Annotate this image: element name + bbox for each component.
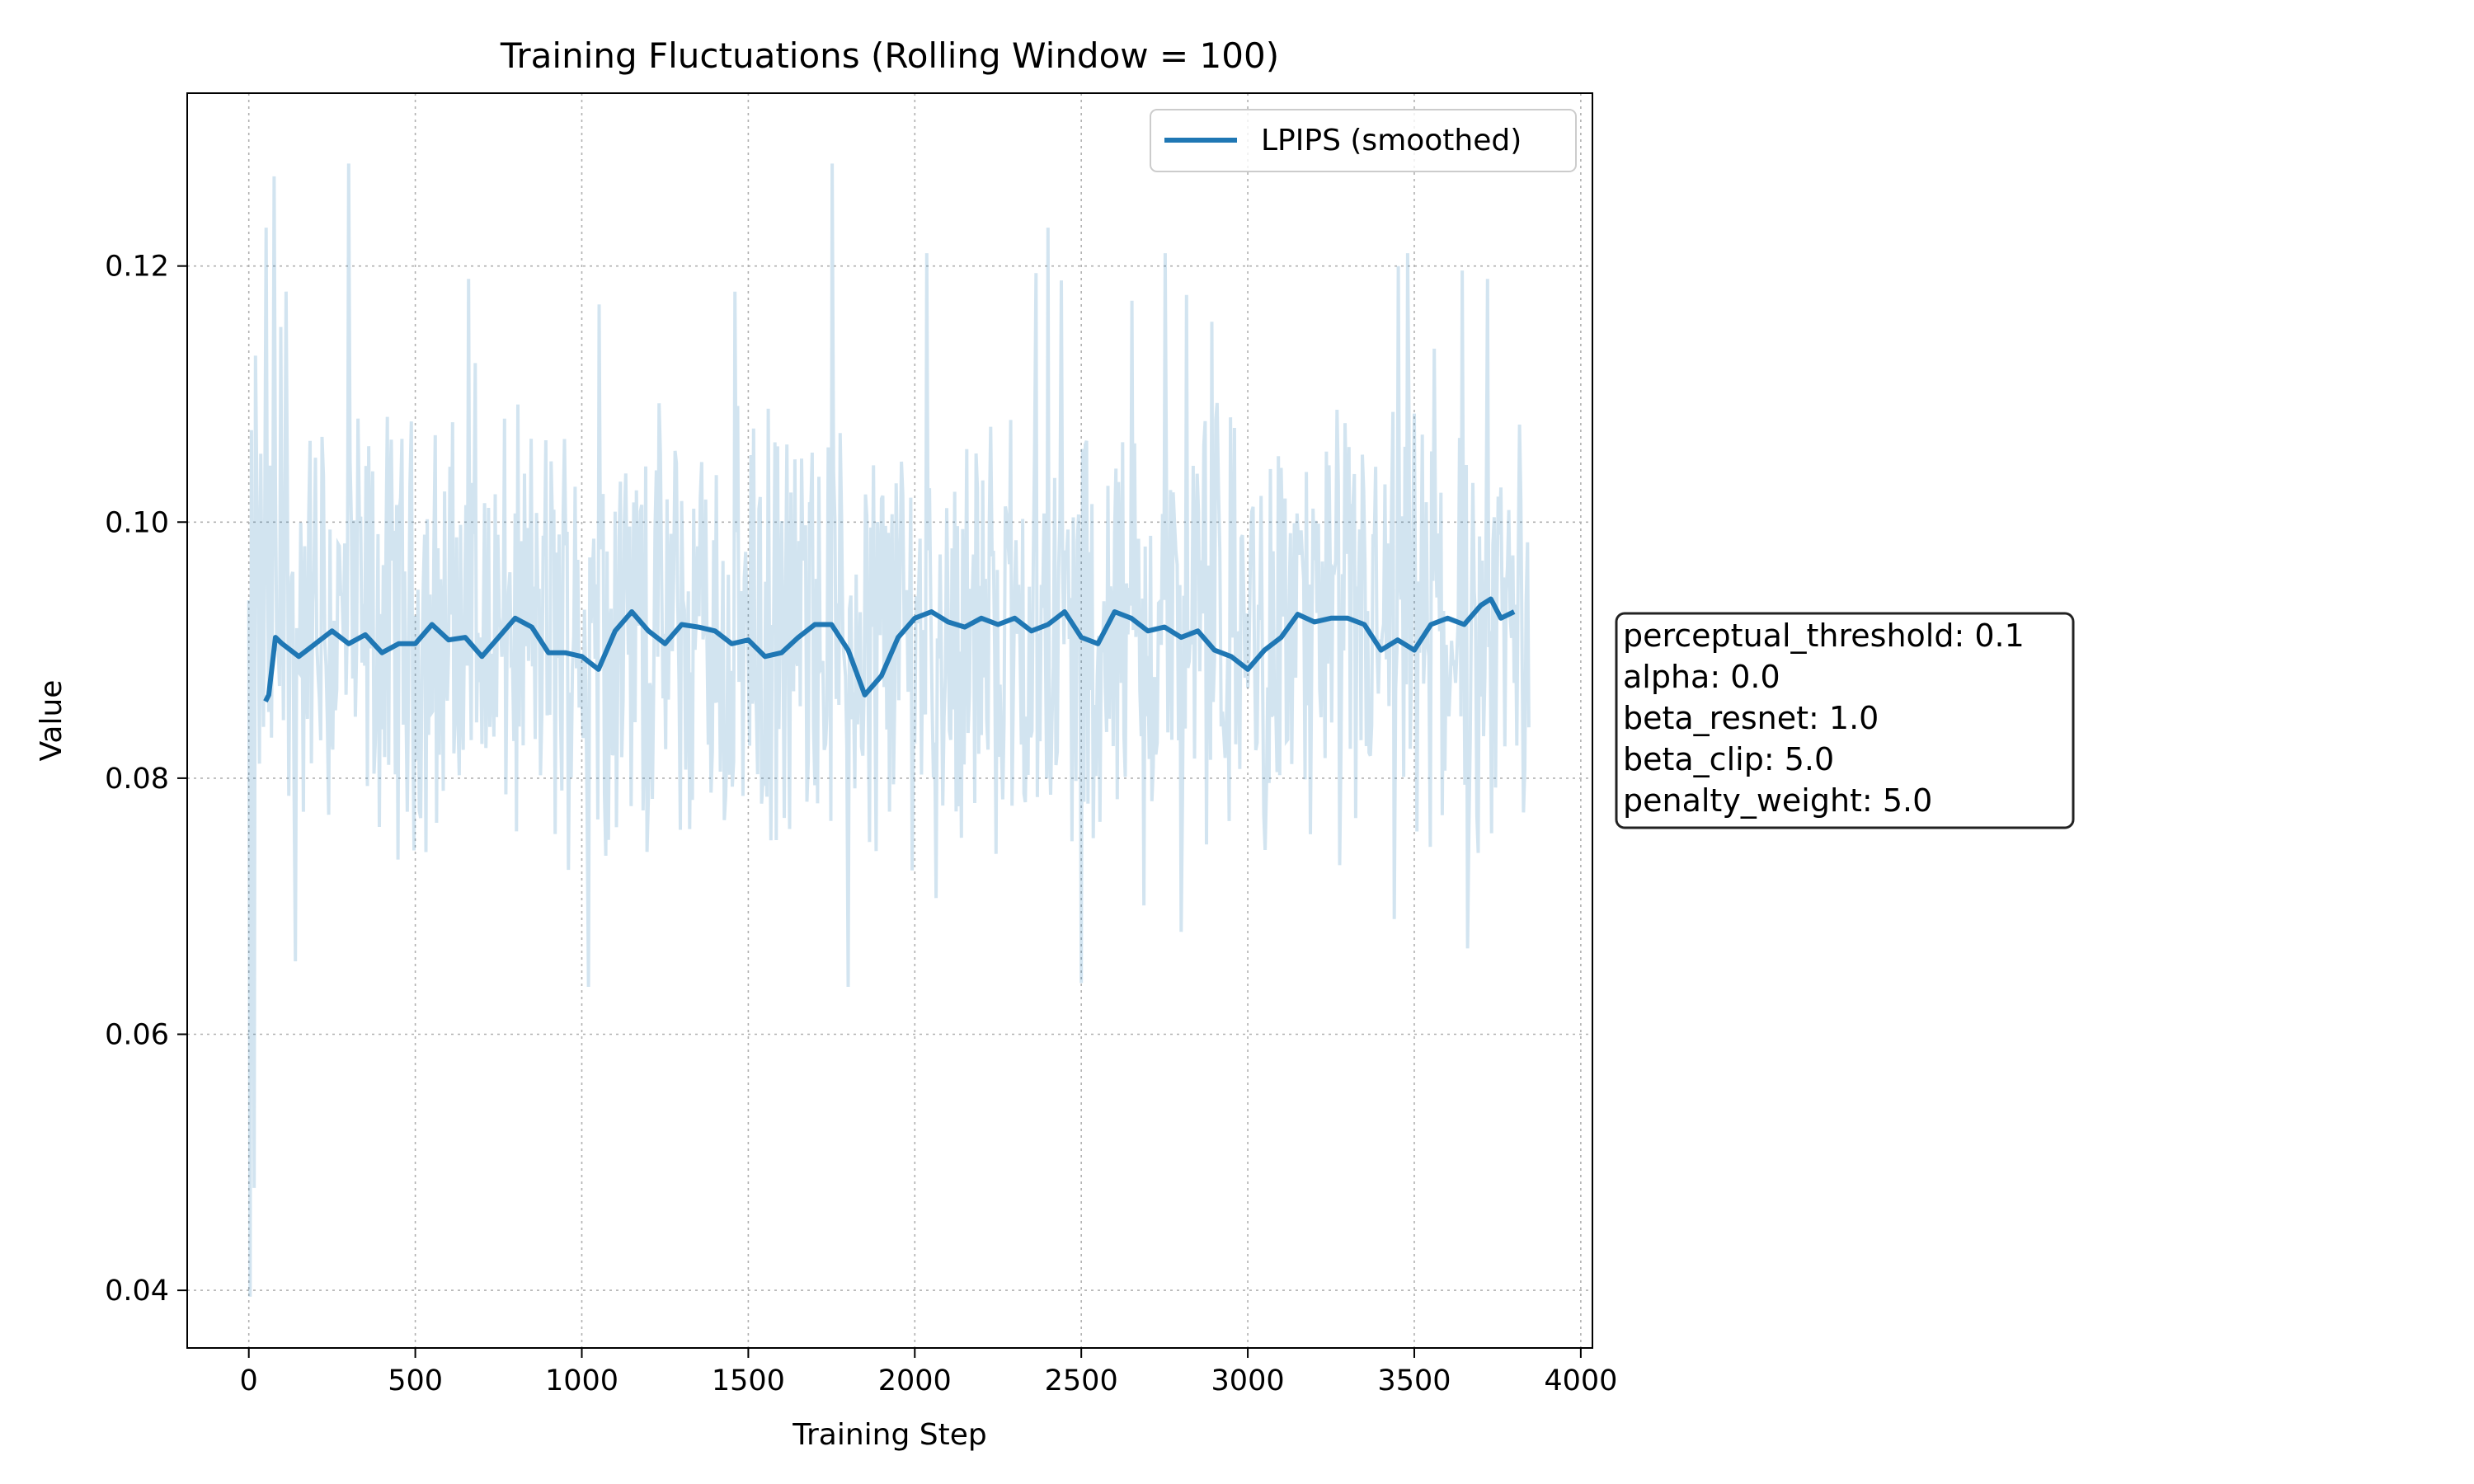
raw-series — [247, 163, 1531, 1297]
legend-frame — [1150, 109, 1577, 172]
x-axis-label: Training Step — [792, 1418, 986, 1452]
param-line-alpha: alpha: 0.0 — [1623, 659, 1780, 695]
y-tick-label: 0.06 — [105, 1019, 169, 1052]
params-frame — [1615, 612, 2075, 829]
param-line-perceptual-threshold: perceptual_threshold: 0.1 — [1623, 618, 2025, 654]
grid — [187, 93, 1592, 1348]
x-tick-label: 1000 — [545, 1364, 618, 1397]
y-tick-label: 0.10 — [105, 506, 169, 539]
x-tick-label: 3500 — [1377, 1364, 1451, 1397]
smoothed-series-line — [263, 596, 1516, 703]
x-tick-label: 500 — [388, 1364, 443, 1397]
legend: LPIPS (smoothed) — [1150, 109, 1577, 172]
y-tick-label: 0.08 — [105, 763, 169, 796]
x-tick-label: 4000 — [1544, 1364, 1617, 1397]
y-axis-label: Value — [35, 680, 68, 762]
chart-title: Training Fluctuations (Rolling Window = … — [500, 35, 1279, 76]
param-line-penalty-weight: penalty_weight: 5.0 — [1623, 782, 1932, 819]
x-tick-label: 2500 — [1045, 1364, 1118, 1397]
legend-label: LPIPS (smoothed) — [1261, 124, 1522, 157]
param-line-beta-resnet: beta_resnet: 1.0 — [1623, 700, 1879, 736]
x-tick-label: 3000 — [1211, 1364, 1285, 1397]
x-axis-ticks: 0 500 1000 1500 2000 2500 3000 3500 4000 — [240, 1348, 1617, 1397]
plot-frame — [186, 92, 1593, 1349]
y-tick-label: 0.04 — [105, 1275, 169, 1308]
y-axis-ticks: 0.04 0.06 0.08 0.10 0.12 — [105, 251, 187, 1308]
param-line-beta-clip: beta_clip: 5.0 — [1623, 741, 1834, 777]
y-tick-label: 0.12 — [105, 251, 169, 284]
smoothed-series — [263, 596, 1516, 703]
params-box: perceptual_threshold: 0.1 alpha: 0.0 bet… — [1615, 612, 2075, 829]
x-tick-label: 2000 — [878, 1364, 952, 1397]
raw-series-line — [247, 163, 1531, 1297]
x-tick-label: 0 — [240, 1364, 258, 1397]
x-tick-label: 1500 — [712, 1364, 785, 1397]
